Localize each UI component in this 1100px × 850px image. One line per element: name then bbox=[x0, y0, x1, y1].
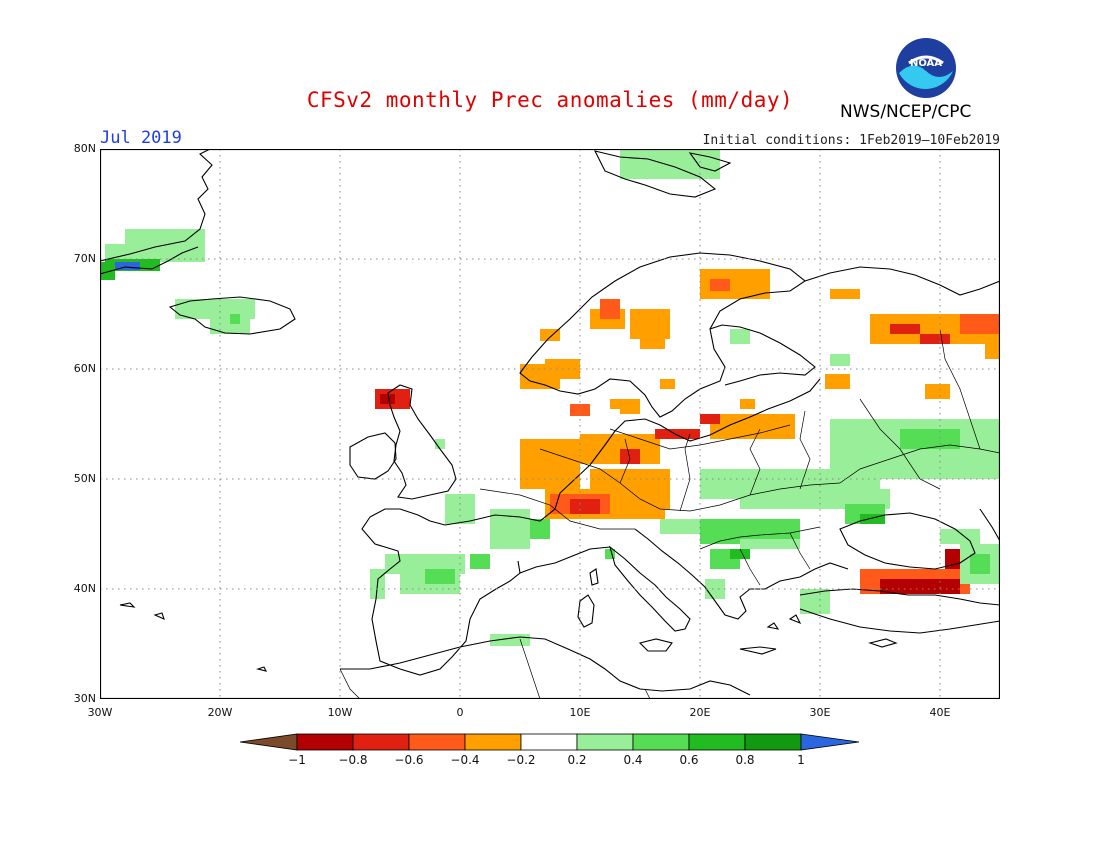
anomaly-cell bbox=[940, 529, 980, 544]
forecast-month: Jul 2019 bbox=[100, 128, 182, 148]
anomaly-cell bbox=[125, 229, 205, 244]
anomaly-cell bbox=[570, 499, 600, 514]
anomaly-cells bbox=[100, 149, 1000, 646]
agency-label: NWS/NCEP/CPC bbox=[840, 102, 972, 122]
anomaly-cell bbox=[830, 354, 850, 366]
country-borders bbox=[339, 328, 1000, 699]
precip-anomaly-map bbox=[100, 149, 1000, 699]
anomaly-cell bbox=[730, 549, 750, 559]
anomaly-cell bbox=[860, 449, 900, 464]
legend-label: −0.8 bbox=[338, 753, 367, 767]
anomaly-cell bbox=[620, 449, 640, 464]
anomaly-cell bbox=[570, 404, 590, 416]
anomaly-cell bbox=[825, 374, 850, 389]
anomaly-cell bbox=[740, 539, 800, 549]
anomaly-cell bbox=[660, 519, 700, 534]
anomaly-cell bbox=[600, 299, 620, 319]
anomaly-cell bbox=[425, 569, 455, 584]
legend-label: −0.6 bbox=[394, 753, 423, 767]
legend-label: 0.8 bbox=[735, 753, 754, 767]
x-tick-label: 40E bbox=[929, 706, 951, 719]
legend-label: 0.2 bbox=[567, 753, 586, 767]
anomaly-cell bbox=[380, 394, 395, 404]
anomaly-cell bbox=[920, 334, 950, 344]
legend-swatch bbox=[352, 733, 410, 751]
legend-label: −1 bbox=[288, 753, 306, 767]
legend-label: −0.4 bbox=[450, 753, 479, 767]
anomaly-cell bbox=[710, 414, 795, 439]
anomaly-cell bbox=[740, 399, 755, 409]
legend-swatch bbox=[408, 733, 466, 751]
anomaly-cell bbox=[530, 519, 550, 539]
anomaly-cell bbox=[610, 399, 640, 409]
anomaly-cell bbox=[830, 289, 860, 299]
legend-label: 0.6 bbox=[679, 753, 698, 767]
chart-title: CFSv2 monthly Prec anomalies (mm/day) bbox=[306, 88, 794, 112]
y-tick-label: 60N bbox=[73, 362, 96, 375]
anomaly-cell bbox=[960, 314, 1000, 334]
anomaly-cell bbox=[800, 589, 830, 614]
legend-swatch bbox=[296, 733, 354, 751]
lat-lon-grid bbox=[100, 149, 1000, 699]
logo-text: NOAA bbox=[910, 58, 942, 69]
y-tick-label: 80N bbox=[73, 142, 96, 155]
anomaly-cell bbox=[985, 339, 1000, 359]
anomaly-cell bbox=[470, 554, 490, 569]
legend-label: −0.2 bbox=[506, 753, 535, 767]
anomaly-cell bbox=[605, 549, 615, 559]
x-tick-label: 20E bbox=[689, 706, 711, 719]
anomaly-cell bbox=[925, 384, 950, 399]
legend-swatch bbox=[520, 733, 578, 751]
legend-swatch bbox=[632, 733, 690, 751]
x-tick-label: 10E bbox=[569, 706, 591, 719]
anomaly-cell bbox=[520, 439, 580, 489]
anomaly-cell bbox=[700, 414, 720, 424]
anomaly-cell bbox=[655, 429, 700, 439]
legend-label: 1 bbox=[797, 753, 805, 767]
legend-swatch bbox=[688, 733, 746, 751]
anomaly-cell bbox=[640, 329, 665, 349]
anomaly-cell bbox=[890, 324, 920, 334]
anomaly-cell bbox=[230, 314, 240, 324]
anomaly-cell bbox=[100, 262, 115, 280]
legend-arrow-low bbox=[239, 733, 298, 751]
y-tick-label: 40N bbox=[73, 582, 96, 595]
anomaly-cell bbox=[660, 379, 675, 389]
anomaly-cell bbox=[970, 554, 990, 574]
legend-swatch bbox=[464, 733, 522, 751]
legend-label: 0.4 bbox=[623, 753, 642, 767]
anomaly-cell bbox=[880, 579, 960, 594]
y-tick-label: 70N bbox=[73, 252, 96, 265]
map-frame bbox=[100, 149, 1000, 699]
anomaly-cell bbox=[900, 429, 960, 449]
x-tick-label: 30E bbox=[809, 706, 831, 719]
noaa-logo-icon: NOAA bbox=[896, 38, 956, 98]
x-tick-label: 10W bbox=[327, 706, 353, 719]
color-legend: −1 −0.8 −0.6 −0.4 −0.2 0.2 0.4 0.6 0.8 1 bbox=[239, 733, 860, 767]
anomaly-cell bbox=[435, 439, 445, 449]
anomaly-cell bbox=[710, 279, 730, 291]
x-tick-label: 0 bbox=[456, 706, 464, 719]
anomaly-cell bbox=[705, 579, 725, 599]
legend-swatch bbox=[744, 733, 802, 751]
y-tick-label: 30N bbox=[73, 692, 96, 705]
x-tick-label: 20W bbox=[207, 706, 233, 719]
coastlines bbox=[100, 149, 1000, 696]
anomaly-cell bbox=[860, 514, 885, 524]
y-tick-label: 50N bbox=[73, 472, 96, 485]
x-tick-label: 30W bbox=[87, 706, 113, 719]
anomaly-cell bbox=[115, 262, 140, 270]
anomaly-cell bbox=[730, 329, 750, 344]
anomaly-cell bbox=[105, 244, 205, 262]
anomaly-cell bbox=[635, 154, 680, 164]
legend-arrow-high bbox=[800, 733, 860, 751]
legend-swatch bbox=[576, 733, 634, 751]
initial-conditions: Initial conditions: 1Feb2019—10Feb2019 bbox=[702, 133, 1000, 148]
